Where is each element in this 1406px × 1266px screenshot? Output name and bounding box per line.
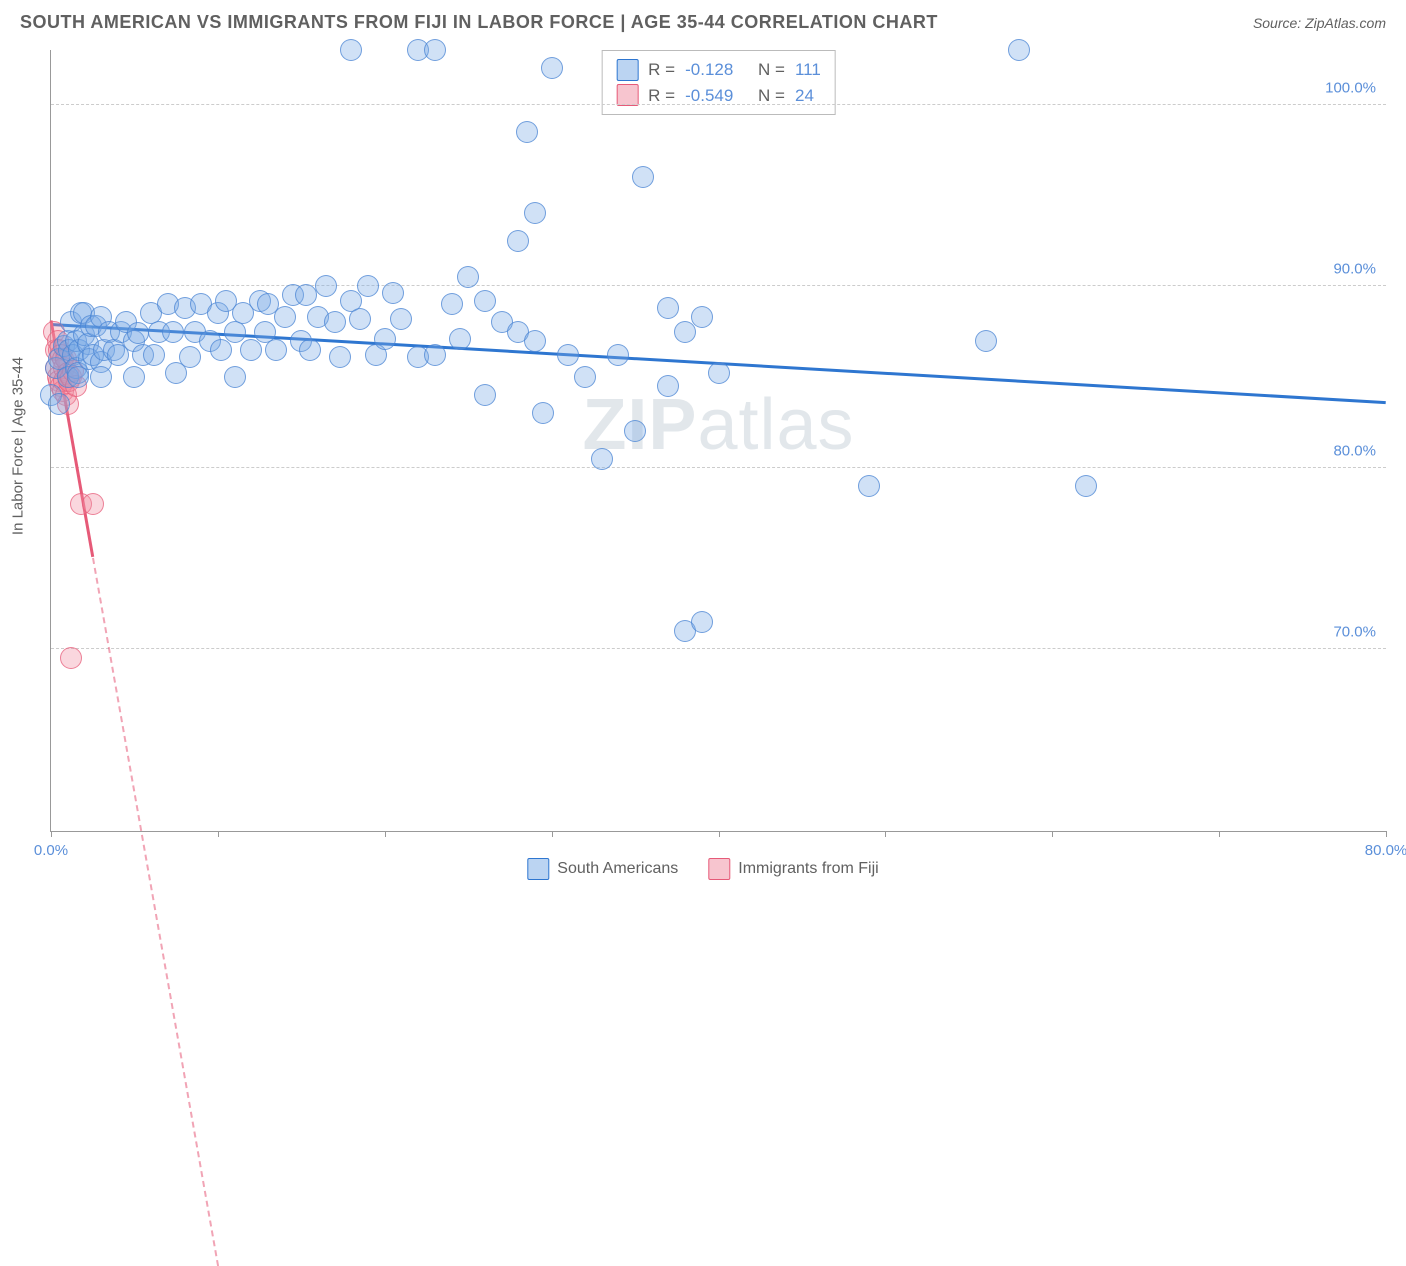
swatch-blue-icon bbox=[616, 59, 638, 81]
stat-r-label: R = bbox=[648, 57, 675, 83]
data-point bbox=[224, 366, 246, 388]
data-point bbox=[607, 344, 629, 366]
data-point bbox=[441, 293, 463, 315]
legend-label-blue: South Americans bbox=[557, 860, 678, 878]
data-point bbox=[274, 306, 296, 328]
data-point bbox=[179, 346, 201, 368]
legend: South Americans Immigrants from Fiji bbox=[527, 858, 878, 880]
y-tick-label: 90.0% bbox=[1333, 261, 1376, 278]
data-point bbox=[340, 39, 362, 61]
legend-swatch-blue-icon bbox=[527, 858, 549, 880]
data-point bbox=[574, 366, 596, 388]
stat-n-blue: 111 bbox=[795, 57, 821, 83]
data-point bbox=[374, 328, 396, 350]
y-tick-label: 70.0% bbox=[1333, 624, 1376, 641]
x-tick bbox=[885, 831, 886, 837]
x-tick bbox=[1219, 831, 1220, 837]
watermark-thin: atlas bbox=[697, 385, 854, 465]
correlation-stats-box: R = -0.128 N = 111 R = -0.549 N = 24 bbox=[601, 50, 836, 115]
data-point bbox=[143, 344, 165, 366]
data-point bbox=[474, 290, 496, 312]
data-point bbox=[657, 375, 679, 397]
trend-line bbox=[92, 557, 219, 1266]
data-point bbox=[507, 230, 529, 252]
data-point bbox=[975, 330, 997, 352]
x-tick bbox=[218, 831, 219, 837]
data-point bbox=[82, 493, 104, 515]
data-point bbox=[382, 282, 404, 304]
x-tick bbox=[1052, 831, 1053, 837]
data-point bbox=[295, 284, 317, 306]
chart-header: SOUTH AMERICAN VS IMMIGRANTS FROM FIJI I… bbox=[0, 0, 1406, 41]
data-point bbox=[691, 306, 713, 328]
grid-line bbox=[51, 104, 1386, 105]
chart-title: SOUTH AMERICAN VS IMMIGRANTS FROM FIJI I… bbox=[20, 12, 938, 33]
data-point bbox=[424, 344, 446, 366]
data-point bbox=[162, 321, 184, 343]
legend-item-pink: Immigrants from Fiji bbox=[708, 858, 878, 880]
data-point bbox=[240, 339, 262, 361]
data-point bbox=[299, 339, 321, 361]
data-point bbox=[424, 39, 446, 61]
data-point bbox=[1008, 39, 1030, 61]
grid-line bbox=[51, 285, 1386, 286]
data-point bbox=[123, 366, 145, 388]
data-point bbox=[516, 121, 538, 143]
data-point bbox=[524, 330, 546, 352]
x-tick bbox=[719, 831, 720, 837]
data-point bbox=[48, 393, 70, 415]
data-point bbox=[632, 166, 654, 188]
grid-line bbox=[51, 467, 1386, 468]
data-point bbox=[127, 322, 149, 344]
data-point bbox=[315, 275, 337, 297]
legend-label-pink: Immigrants from Fiji bbox=[738, 860, 878, 878]
data-point bbox=[524, 202, 546, 224]
data-point bbox=[390, 308, 412, 330]
watermark: ZIPatlas bbox=[582, 384, 854, 466]
data-point bbox=[657, 297, 679, 319]
data-point bbox=[557, 344, 579, 366]
legend-item-blue: South Americans bbox=[527, 858, 678, 880]
data-point bbox=[532, 402, 554, 424]
data-point bbox=[708, 362, 730, 384]
data-point bbox=[624, 420, 646, 442]
grid-line bbox=[51, 648, 1386, 649]
chart-source: Source: ZipAtlas.com bbox=[1253, 15, 1386, 31]
data-point bbox=[449, 328, 471, 350]
data-point bbox=[349, 308, 371, 330]
data-point bbox=[474, 384, 496, 406]
x-tick bbox=[51, 831, 52, 837]
data-point bbox=[591, 448, 613, 470]
x-tick bbox=[385, 831, 386, 837]
scatter-chart: ZIPatlas R = -0.128 N = 111 R = -0.549 N… bbox=[50, 50, 1386, 832]
stat-r-blue: -0.128 bbox=[685, 57, 733, 83]
data-point bbox=[457, 266, 479, 288]
data-point bbox=[210, 339, 232, 361]
data-point bbox=[858, 475, 880, 497]
data-point bbox=[1075, 475, 1097, 497]
data-point bbox=[324, 311, 346, 333]
data-point bbox=[265, 339, 287, 361]
data-point bbox=[357, 275, 379, 297]
x-tick bbox=[1386, 831, 1387, 837]
data-point bbox=[60, 647, 82, 669]
x-tick-label: 0.0% bbox=[34, 842, 68, 859]
x-tick-label: 80.0% bbox=[1365, 842, 1406, 859]
stats-row-blue: R = -0.128 N = 111 bbox=[616, 57, 821, 83]
data-point bbox=[90, 366, 112, 388]
y-axis-label: In Labor Force | Age 35-44 bbox=[10, 357, 27, 535]
data-point bbox=[691, 611, 713, 633]
data-point bbox=[329, 346, 351, 368]
y-tick-label: 100.0% bbox=[1325, 79, 1376, 96]
x-tick bbox=[552, 831, 553, 837]
data-point bbox=[541, 57, 563, 79]
legend-swatch-pink-icon bbox=[708, 858, 730, 880]
y-tick-label: 80.0% bbox=[1333, 442, 1376, 459]
stat-n-label: N = bbox=[758, 57, 785, 83]
